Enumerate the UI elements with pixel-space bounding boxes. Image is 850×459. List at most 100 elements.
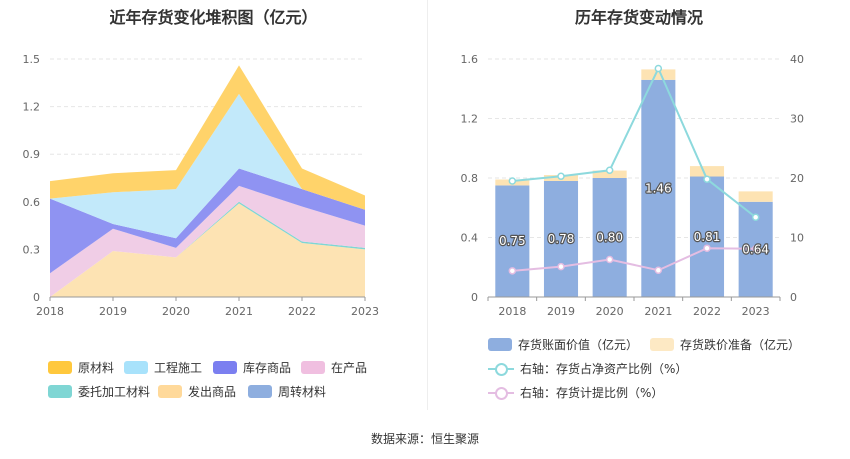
left-y-tick-label: 1.2 bbox=[23, 101, 41, 114]
legend-swatch bbox=[213, 361, 237, 374]
left-legend-item[interactable]: 委托加工材料 bbox=[48, 383, 150, 400]
bar-impairment bbox=[641, 69, 676, 80]
area-series bbox=[50, 185, 365, 297]
left-y-tick-label: 0 bbox=[33, 291, 40, 304]
right-x-tick-label: 2023 bbox=[742, 305, 770, 318]
bar-value-label: 0.75 bbox=[499, 234, 526, 248]
area-series bbox=[50, 65, 365, 210]
left-legend-item[interactable]: 库存商品 bbox=[213, 359, 291, 376]
right-legend-item[interactable]: 右轴：存货计提比例（%） bbox=[488, 384, 663, 401]
right-axis-tick-label: 10 bbox=[790, 232, 804, 245]
left-x-tick-label: 2021 bbox=[225, 305, 253, 318]
left-axis-tick-label: 0.4 bbox=[461, 232, 479, 245]
left-chart-title: 近年存货变化堆积图（亿元） bbox=[109, 8, 318, 27]
legend-swatch bbox=[48, 385, 72, 398]
stacked-area-chart: 0 0.3 0.6 0.9 1.2 1.5 2018 2019 2020 2021 2022 2023 bbox=[23, 53, 380, 318]
legend-label: 存货跌价准备（亿元） bbox=[680, 338, 801, 352]
left-x-tick-label: 2022 bbox=[288, 305, 316, 318]
left-legend: 原材料 工程施工 库存商品 在产品委托加工材料 发出商品 周转材料 bbox=[0, 0, 427, 430]
right-legend-item[interactable]: 存货账面价值（亿元） bbox=[488, 336, 638, 353]
bar-book-value bbox=[689, 176, 725, 297]
provision-ratio-point bbox=[703, 244, 711, 252]
legend-swatch bbox=[301, 361, 325, 374]
left-axis-tick-label: 1.2 bbox=[461, 113, 479, 126]
bar-value-label: 0.78 bbox=[548, 232, 575, 246]
left-y-tick-label: 0.3 bbox=[23, 243, 41, 256]
right-axis-tick-label: 20 bbox=[790, 172, 804, 185]
left-legend-item[interactable]: 原材料 bbox=[48, 359, 114, 376]
left-legend-item[interactable]: 工程施工 bbox=[124, 359, 202, 376]
left-y-tick-label: 0.9 bbox=[23, 148, 41, 161]
right-axis-tick-label: 40 bbox=[790, 53, 804, 66]
bar-impairment bbox=[689, 166, 725, 177]
right-legend-item[interactable]: 存货跌价准备（亿元） bbox=[650, 336, 800, 353]
legend-swatch bbox=[488, 338, 512, 351]
bar-value-label: 1.46 bbox=[645, 181, 672, 195]
inventory-bar-line-chart: 0 0.4 0.8 1.2 1.6 0 10 20 30 40 2018 2019 2020 2021 20… bbox=[461, 53, 805, 318]
net-asset-ratio-point bbox=[703, 175, 711, 183]
right-x-tick-label: 2020 bbox=[596, 305, 624, 318]
legend-label: 发出商品 bbox=[188, 385, 237, 399]
legend-label: 委托加工材料 bbox=[78, 385, 151, 399]
legend-swatch bbox=[650, 338, 674, 351]
legend-swatch bbox=[124, 361, 148, 374]
left-legend-item[interactable]: 周转材料 bbox=[248, 383, 326, 400]
left-y-tick-label: 0.6 bbox=[23, 196, 41, 209]
legend-label: 工程施工 bbox=[154, 361, 203, 375]
bar-value-label: 0.64 bbox=[742, 242, 769, 256]
provision-ratio-point bbox=[557, 262, 565, 271]
bar-impairment bbox=[592, 170, 627, 178]
legend-swatch bbox=[248, 385, 272, 398]
legend-label: 存货账面价值（亿元） bbox=[518, 338, 639, 352]
left-x-tick-label: 2018 bbox=[36, 305, 64, 318]
area-series bbox=[50, 203, 365, 297]
net-asset-ratio-point bbox=[605, 166, 614, 175]
legend-label: 原材料 bbox=[78, 361, 115, 375]
right-axis-tick-label: 30 bbox=[790, 113, 804, 126]
right-legend: 存货账面价值（亿元） 存货跌价准备（亿元） 右轴：存货占净资产比例（%） 右轴：存货计… bbox=[488, 336, 800, 401]
net-asset-ratio-point bbox=[508, 177, 517, 185]
bar-value-label: 0.81 bbox=[694, 230, 721, 244]
provision-ratio-point bbox=[654, 266, 663, 274]
right-x-tick-label: 2019 bbox=[547, 305, 575, 318]
legend-label: 右轴：存货占净资产比例（%） bbox=[520, 362, 688, 376]
right-x-tick-label: 2018 bbox=[498, 305, 526, 318]
net-asset-ratio-point bbox=[654, 64, 663, 73]
data-source: 数据来源：恒生聚源 bbox=[370, 432, 479, 446]
bar-impairment bbox=[738, 191, 773, 202]
left-x-tick-label: 2020 bbox=[162, 305, 190, 318]
right-x-tick-label: 2022 bbox=[693, 305, 721, 318]
legend-swatch bbox=[488, 386, 514, 400]
bar-book-value bbox=[641, 79, 676, 297]
legend-label: 周转材料 bbox=[278, 385, 327, 399]
left-axis-tick-label: 0.8 bbox=[461, 172, 479, 185]
left-axis-tick-label: 0 bbox=[471, 291, 478, 304]
net-asset-ratio-line bbox=[512, 66, 757, 219]
provision-ratio-line bbox=[512, 247, 756, 272]
panel-divider bbox=[427, 0, 428, 410]
legend-label: 在产品 bbox=[331, 361, 368, 375]
left-axis-tick-label: 1.6 bbox=[461, 53, 479, 66]
right-axis-tick-label: 0 bbox=[790, 291, 797, 304]
left-legend-item[interactable]: 发出商品 bbox=[158, 383, 236, 400]
left-legend-item[interactable]: 在产品 bbox=[301, 359, 367, 376]
net-asset-ratio-point bbox=[557, 172, 565, 180]
net-asset-ratio-point bbox=[751, 213, 760, 222]
legend-swatch bbox=[488, 362, 514, 376]
provision-ratio-point bbox=[605, 255, 614, 264]
legend-label: 库存商品 bbox=[243, 361, 292, 375]
bar-book-value bbox=[543, 180, 579, 297]
left-y-tick-label: 1.5 bbox=[23, 53, 41, 66]
bar-value-label: 0.80 bbox=[596, 231, 623, 245]
area-series bbox=[50, 93, 365, 239]
right-legend-item[interactable]: 右轴：存货占净资产比例（%） bbox=[488, 360, 687, 377]
right-chart-title: 历年存货变动情况 bbox=[574, 8, 703, 27]
left-x-tick-label: 2023 bbox=[351, 305, 379, 318]
legend-swatch bbox=[48, 361, 72, 374]
area-series bbox=[50, 168, 365, 274]
provision-ratio-point bbox=[508, 267, 517, 275]
left-x-tick-label: 2019 bbox=[99, 305, 127, 318]
bar-book-value bbox=[495, 185, 530, 297]
legend-label: 右轴：存货计提比例（%） bbox=[520, 386, 664, 400]
right-x-tick-label: 2021 bbox=[644, 305, 672, 318]
